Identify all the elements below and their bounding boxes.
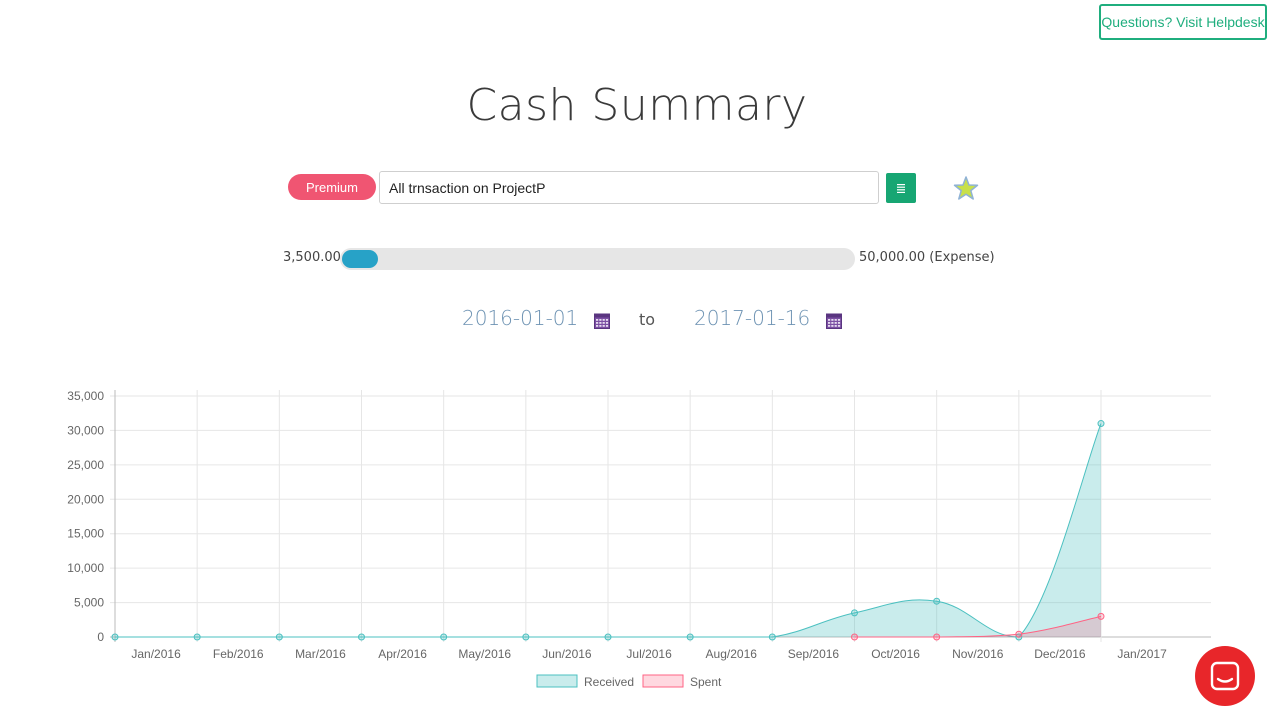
- y-tick-label: 30,000: [67, 423, 104, 437]
- x-tick-label: Apr/2016: [378, 647, 427, 661]
- y-tick-label: 25,000: [67, 458, 104, 472]
- favorite-button[interactable]: [953, 175, 979, 201]
- y-tick-label: 15,000: [67, 527, 104, 541]
- data-point-received: [1015, 633, 1023, 641]
- premium-badge[interactable]: Premium: [288, 174, 376, 200]
- y-tick-label: 0: [97, 630, 104, 644]
- chat-button[interactable]: [1195, 646, 1255, 706]
- series-area-received: [115, 423, 1101, 637]
- x-tick-label: Jul/2016: [626, 647, 672, 661]
- series-line-spent: [854, 615, 1102, 638]
- x-tick-label: Feb/2016: [213, 647, 264, 661]
- x-tick-label: Mar/2016: [295, 647, 346, 661]
- transaction-filter-input[interactable]: [379, 171, 879, 204]
- x-tick-label: Oct/2016: [871, 647, 920, 661]
- data-point-received: [686, 633, 694, 641]
- legend-swatch-received: [536, 674, 578, 688]
- data-point-received: [193, 633, 201, 641]
- list-icon: [897, 183, 905, 193]
- x-tick-label: May/2016: [458, 647, 511, 661]
- calendar-to-button[interactable]: [826, 313, 842, 329]
- calendar-icon: [826, 313, 842, 329]
- legend-label-spent: Spent: [690, 675, 722, 689]
- date-from[interactable]: 2016-01-01: [462, 306, 579, 330]
- series-line-received: [115, 423, 1102, 638]
- legend-label-received: Received: [584, 675, 634, 689]
- range-max-label: 50,000.00 (Expense): [859, 250, 995, 265]
- calendar-icon: [594, 313, 610, 329]
- date-separator: to: [639, 310, 656, 329]
- date-to[interactable]: 2017-01-16: [694, 306, 811, 330]
- data-point-received: [1097, 420, 1105, 428]
- y-tick-label: 35,000: [67, 389, 104, 403]
- data-point-received: [522, 633, 530, 641]
- y-tick-label: 5,000: [74, 596, 104, 610]
- x-tick-label: Jan/2017: [1117, 647, 1167, 661]
- data-point-received: [358, 633, 365, 641]
- data-point-spent: [851, 633, 858, 641]
- amount-slider-fill[interactable]: [342, 250, 378, 268]
- data-point-received: [275, 633, 283, 641]
- range-min-label: 3,500.00: [283, 250, 341, 265]
- data-point-received: [440, 633, 448, 641]
- data-point-spent: [1097, 612, 1105, 620]
- data-point-received: [604, 633, 612, 641]
- star-icon: [953, 176, 979, 200]
- series-area-spent: [854, 616, 1101, 637]
- data-point-received: [933, 597, 941, 605]
- y-tick-label: 20,000: [67, 492, 104, 506]
- chat-icon: [1210, 661, 1240, 691]
- helpdesk-button[interactable]: Questions? Visit Helpdesk: [1099, 4, 1267, 40]
- legend-swatch-spent: [642, 674, 684, 688]
- data-point-received: [851, 609, 858, 617]
- page-title: Cash Summary: [466, 80, 808, 131]
- amount-slider[interactable]: [340, 248, 855, 270]
- calendar-from-button[interactable]: [594, 313, 610, 329]
- x-tick-label: Aug/2016: [706, 647, 758, 661]
- y-tick-label: 10,000: [67, 561, 104, 575]
- data-point-received: [768, 633, 776, 641]
- data-point-spent: [1015, 630, 1023, 638]
- x-tick-label: Jun/2016: [542, 647, 592, 661]
- data-point-received: [111, 633, 119, 641]
- x-tick-label: Jan/2016: [131, 647, 181, 661]
- list-button[interactable]: [886, 173, 916, 203]
- x-tick-label: Nov/2016: [952, 647, 1004, 661]
- data-point-spent: [933, 633, 941, 641]
- x-tick-label: Sep/2016: [788, 647, 840, 661]
- x-tick-label: Dec/2016: [1034, 647, 1086, 661]
